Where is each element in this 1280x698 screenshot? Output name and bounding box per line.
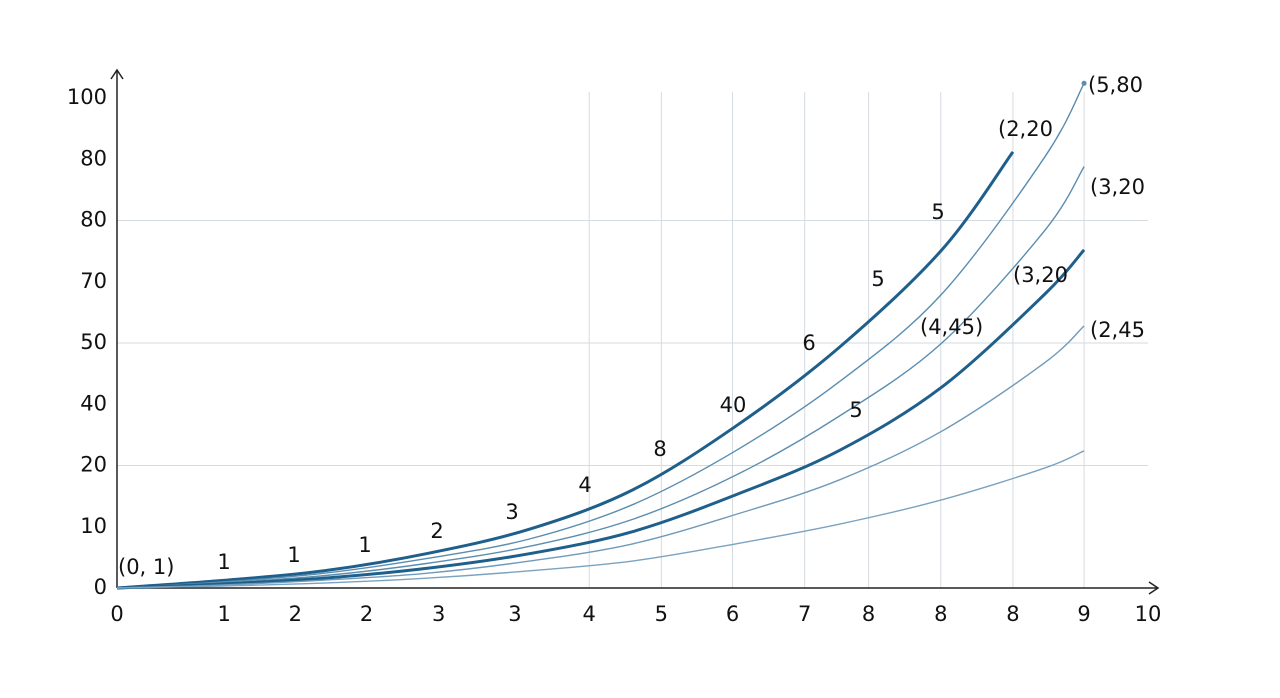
x-tick-label: 5 — [655, 602, 668, 626]
y-tick-label: 10 — [80, 514, 107, 538]
annotation: 1 — [217, 550, 230, 574]
annotation: 3 — [505, 500, 518, 524]
annotation: 5 — [849, 398, 862, 422]
end-point — [1081, 80, 1087, 86]
annotation: (3,20 — [1013, 263, 1068, 287]
annotation: (0, 1) — [118, 555, 174, 579]
x-tick-label: 8 — [934, 602, 947, 626]
annotation: 40 — [720, 393, 747, 417]
x-tick-label: 9 — [1077, 602, 1090, 626]
x-tick-label: 7 — [798, 602, 811, 626]
annotation: (2,20 — [998, 117, 1053, 141]
annotation: 5 — [931, 200, 944, 224]
line-series — [116, 450, 1085, 589]
annotation: (5,80 — [1088, 73, 1143, 97]
x-tick-label: 3 — [508, 602, 521, 626]
x-tick-label: 6 — [726, 602, 739, 626]
annotation: 2 — [430, 519, 443, 543]
y-tick-label: 100 — [67, 85, 107, 109]
x-tick-label: 2 — [360, 602, 373, 626]
annotation: 4 — [578, 473, 591, 497]
y-tick-label: 40 — [80, 391, 107, 415]
line-series — [116, 325, 1085, 589]
y-tick-label: 80 — [80, 146, 107, 170]
y-tick-label: 50 — [80, 330, 107, 354]
annotation: (3,20 — [1090, 175, 1145, 199]
line-series — [116, 248, 1086, 590]
x-tick-label: 10 — [1135, 602, 1162, 626]
annotation: 1 — [287, 543, 300, 567]
annotation: (2,45 — [1090, 318, 1145, 342]
line-series — [116, 166, 1085, 589]
x-tick-label: 0 — [110, 602, 123, 626]
line-series — [116, 151, 1015, 590]
x-tick-label: 8 — [1006, 602, 1019, 626]
line-series — [116, 82, 1085, 589]
y-axis-arrow — [110, 68, 124, 80]
y-tick-label: 70 — [80, 269, 107, 293]
annotation: 6 — [802, 331, 815, 355]
x-tick-label: 2 — [289, 602, 302, 626]
y-tick-label: 20 — [80, 453, 107, 477]
x-tick-label: 8 — [862, 602, 875, 626]
x-tick-label: 4 — [583, 602, 596, 626]
x-tick-label: 3 — [432, 602, 445, 626]
annotation: 5 — [871, 267, 884, 291]
annotation: (4,45) — [920, 315, 983, 339]
annotation: 1 — [358, 533, 371, 557]
x-axis-arrow — [1148, 581, 1160, 595]
y-tick-label: 0 — [94, 575, 107, 599]
x-tick-label: 1 — [218, 602, 231, 626]
y-tick-label: 80 — [80, 208, 107, 232]
annotation: 8 — [653, 437, 666, 461]
